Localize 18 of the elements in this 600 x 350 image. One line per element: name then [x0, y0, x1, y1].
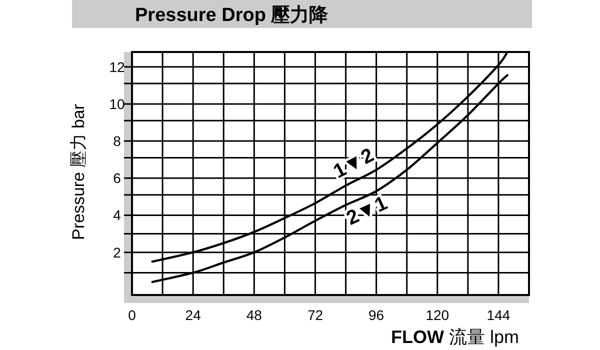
y-axis-title: Pressure 壓力 bar: [69, 104, 88, 240]
x-tick-label: 0: [128, 307, 136, 323]
text: 1▼2: [330, 144, 378, 184]
y-tick-label: 12: [109, 58, 125, 75]
y-tick-label: 8: [113, 133, 122, 150]
y-tick-label: 4: [113, 207, 122, 224]
text: 2▼1: [343, 192, 391, 230]
x-tick-label: 24: [185, 307, 202, 323]
y-tick-label: 2: [113, 244, 122, 260]
y-tick-label: 6: [113, 170, 122, 186]
y-tick-label: 10: [109, 96, 125, 112]
x-tick-label: 120: [426, 307, 450, 323]
x-tick-label: 144: [486, 307, 510, 323]
x-tick-label: 96: [368, 307, 384, 323]
x-tick-label: 48: [246, 307, 262, 323]
x-axis-title: FLOW 流量 lpm: [391, 327, 519, 347]
chart-title: Pressure Drop 壓力降: [135, 4, 330, 26]
x-tick-label: 72: [307, 307, 324, 323]
